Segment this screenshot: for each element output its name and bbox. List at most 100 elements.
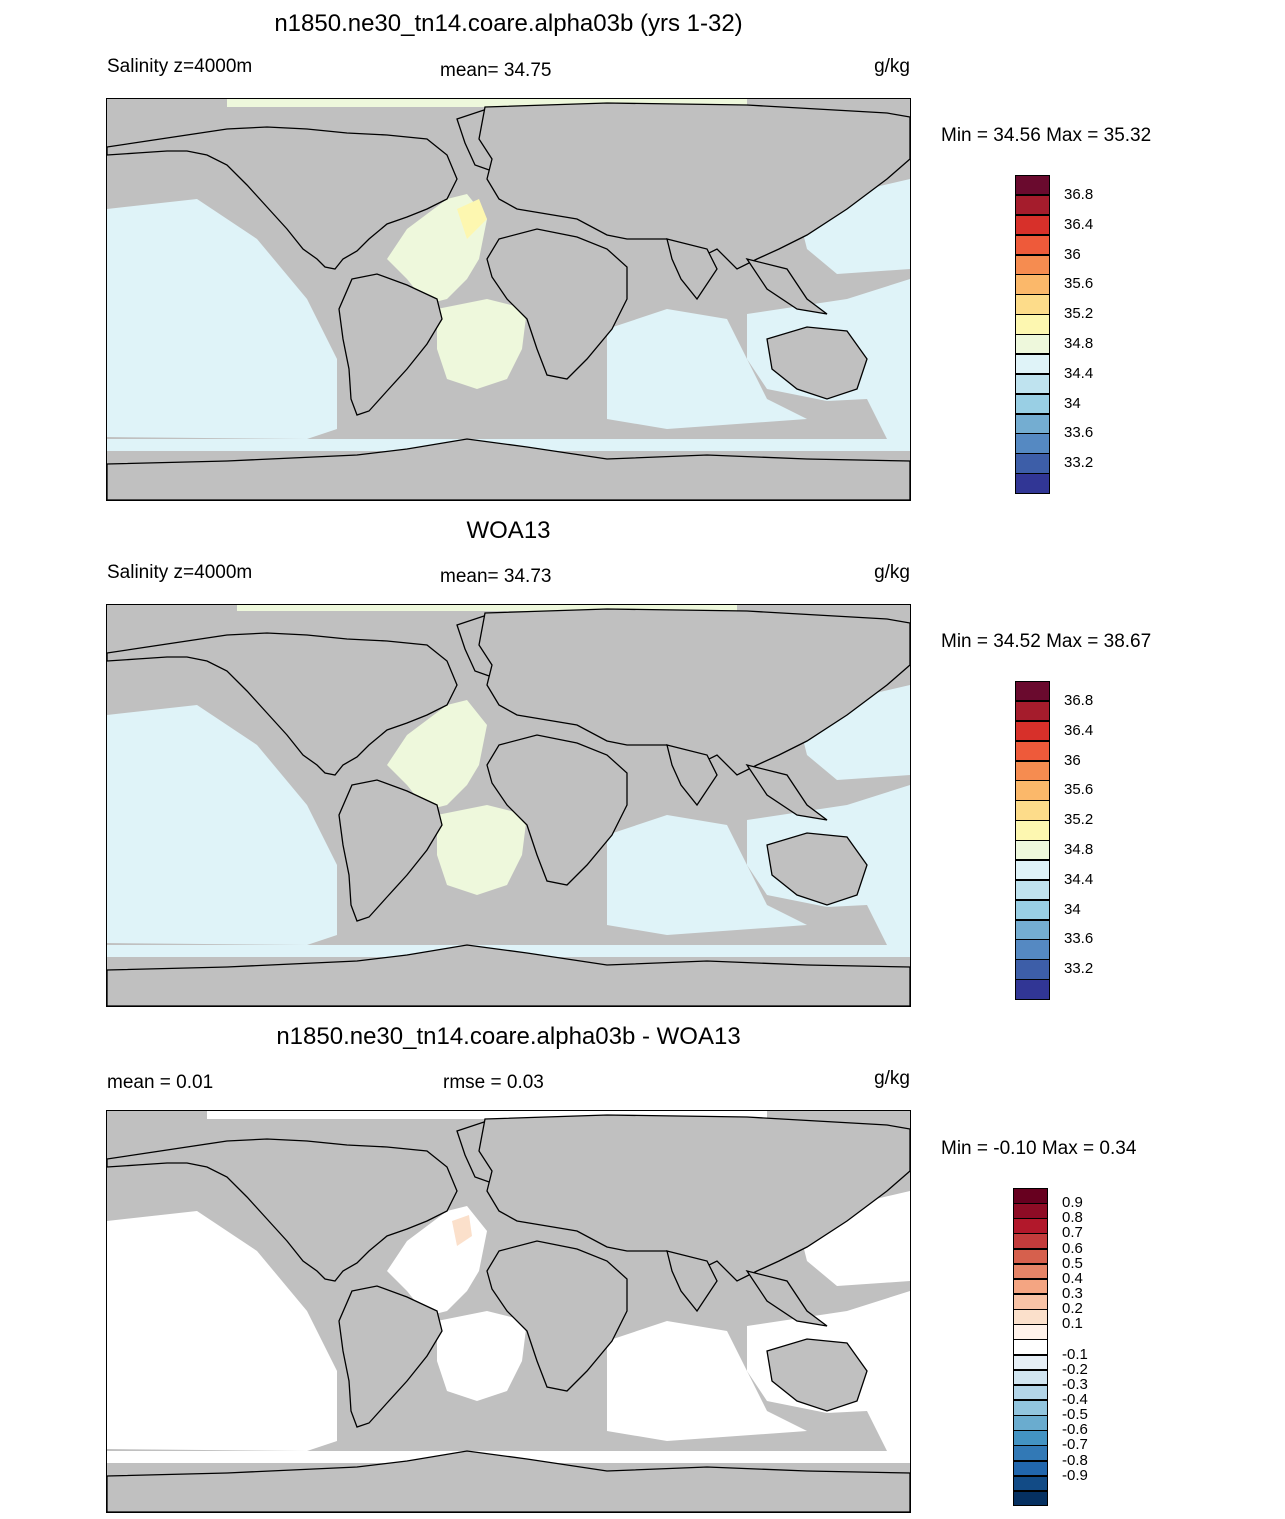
colorbar-tick-label: 0.8 [1062, 1209, 1083, 1227]
colorbar-box [1015, 353, 1050, 375]
colorbar-box [1015, 959, 1050, 980]
colorbar-box [1015, 453, 1050, 474]
colorbar-tick-label: 33.2 [1064, 960, 1094, 978]
panel-1-map-svg [107, 99, 910, 500]
colorbar-tick-label: 34.8 [1064, 840, 1094, 858]
colorbar-box [1013, 1369, 1048, 1386]
colorbar-tick-label: 34 [1064, 900, 1081, 918]
panel-1-minmax: Min = 34.56 Max = 35.32 [941, 125, 1152, 146]
colorbar-tick-label: 36 [1064, 245, 1081, 263]
panel-1-units-label: g/kg [874, 56, 910, 77]
colorbar-tick-label: -0.8 [1062, 1451, 1088, 1469]
colorbar-tick-label: 33.6 [1064, 424, 1094, 442]
panel-3-map [106, 1110, 911, 1513]
colorbar-box [1013, 1263, 1048, 1280]
colorbar-box [1015, 760, 1050, 781]
colorbar-tick-label: 0.9 [1062, 1194, 1083, 1212]
colorbar-box [1015, 393, 1050, 414]
colorbar-box [1015, 879, 1050, 901]
colorbar-tick-label: 36.8 [1064, 185, 1094, 203]
panel-1-title: n1850.ne30_tn14.coare.alpha03b (yrs 1-32… [274, 10, 743, 37]
colorbar-box [1013, 1445, 1048, 1462]
colorbar-box [1013, 1218, 1048, 1234]
colorbar-box [1015, 859, 1050, 881]
colorbar-tick-label: 36.4 [1064, 215, 1094, 233]
colorbar-tick-label: 33.6 [1064, 930, 1094, 948]
panel-1-map [106, 98, 911, 501]
colorbar-box [1015, 254, 1050, 275]
colorbar-box [1013, 1233, 1048, 1250]
colorbar-tick-label: 0.2 [1062, 1300, 1083, 1318]
colorbar-tick-label: 35.2 [1064, 305, 1094, 323]
colorbar-box [1013, 1294, 1048, 1310]
panel-3-title: n1850.ne30_tn14.coare.alpha03b - WOA13 [276, 1023, 741, 1050]
colorbar-box [1013, 1248, 1048, 1265]
colorbar-box [1015, 413, 1050, 434]
colorbar-tick-label: -0.2 [1062, 1360, 1088, 1378]
colorbar-tick-label: -0.3 [1062, 1375, 1088, 1393]
colorbar-tick-label: -0.6 [1062, 1421, 1088, 1439]
colorbar-tick-label: 34 [1064, 394, 1081, 412]
colorbar-box [1015, 294, 1050, 315]
colorbar-box [1015, 681, 1050, 702]
colorbar-tick-label: 35.2 [1064, 811, 1094, 829]
panel-2-units-label: g/kg [874, 562, 910, 583]
colorbar-tick-label: -0.7 [1062, 1436, 1088, 1454]
colorbar-tick-label: -0.1 [1062, 1345, 1088, 1363]
colorbar-box [1015, 274, 1050, 295]
panel-3-units-label: g/kg [874, 1068, 910, 1089]
colorbar-box [1015, 780, 1050, 801]
panel-1-mean-label: mean= 34.75 [440, 60, 552, 81]
colorbar-box [1015, 979, 1050, 1000]
colorbar-box [1013, 1490, 1048, 1507]
colorbar-box [1015, 175, 1050, 196]
panel-3-colorbar: 0.9 0.8 0.7 0.6 0.5 0.4 0.3 0.2 0.1 -0.1 -0.2 -0.3-… [1013, 1188, 1123, 1507]
panel-3-mean-label: mean = 0.01 [107, 1072, 214, 1093]
colorbar-box [1015, 194, 1050, 216]
colorbar-box [1015, 373, 1050, 395]
colorbar-tick-label: 34.4 [1064, 870, 1094, 888]
colorbar-box [1013, 1475, 1048, 1492]
panel-2-minmax: Min = 34.52 Max = 38.67 [941, 631, 1152, 652]
colorbar-box [1015, 214, 1050, 236]
colorbar-tick-label: 0.5 [1062, 1254, 1083, 1272]
colorbar-box [1013, 1324, 1048, 1340]
panel-2-mean-label: mean= 34.73 [440, 566, 552, 587]
colorbar-tick-label: 0.1 [1062, 1315, 1083, 1333]
panel-2-map [106, 604, 911, 1007]
colorbar-box [1015, 939, 1050, 960]
colorbar-tick-label: 0.7 [1062, 1224, 1083, 1242]
colorbar-box [1013, 1384, 1048, 1401]
colorbar-box [1015, 433, 1050, 454]
colorbar-box [1015, 473, 1050, 494]
colorbar-tick-label: 35.6 [1064, 275, 1094, 293]
colorbar-box [1013, 1400, 1048, 1416]
panel-2-title: WOA13 [466, 517, 551, 544]
colorbar-box [1015, 234, 1050, 255]
colorbar-tick-label: -0.4 [1062, 1391, 1088, 1408]
colorbar-box [1015, 800, 1050, 821]
colorbar-tick-label: 34.4 [1064, 364, 1094, 382]
colorbar-box [1013, 1188, 1048, 1204]
panel-2-colorbar: 36.8 36.4 36 35.6 35.2 34.8 34.4 34 33.6 33.2 [1015, 681, 1125, 1000]
colorbar-tick-label: -0.9 [1062, 1466, 1088, 1484]
panel-2-map-svg [107, 605, 910, 1006]
colorbar-box [1013, 1203, 1048, 1219]
colorbar-box [1013, 1278, 1048, 1295]
colorbar-box [1013, 1415, 1048, 1431]
colorbar-tick-label: 36.8 [1064, 691, 1094, 709]
colorbar-box [1013, 1339, 1048, 1356]
colorbar-tick-label: 36 [1064, 751, 1081, 769]
colorbar-box [1015, 820, 1050, 841]
panel-1-colorbar: 36.8 36.4 36 35.6 35.2 34.8 34.4 34 33.6 33.2 [1015, 175, 1125, 494]
colorbar-tick-label: 35.6 [1064, 781, 1094, 799]
colorbar-box [1013, 1430, 1048, 1446]
colorbar-tick-label: 0.4 [1062, 1269, 1083, 1287]
colorbar-box [1015, 720, 1050, 742]
colorbar-box [1015, 700, 1050, 722]
colorbar-box [1015, 919, 1050, 940]
colorbar-tick-label: 0.3 [1062, 1285, 1083, 1302]
colorbar-box [1015, 840, 1050, 861]
panel-3-rmse-label: rmse = 0.03 [443, 1072, 544, 1093]
colorbar-box [1013, 1309, 1048, 1325]
